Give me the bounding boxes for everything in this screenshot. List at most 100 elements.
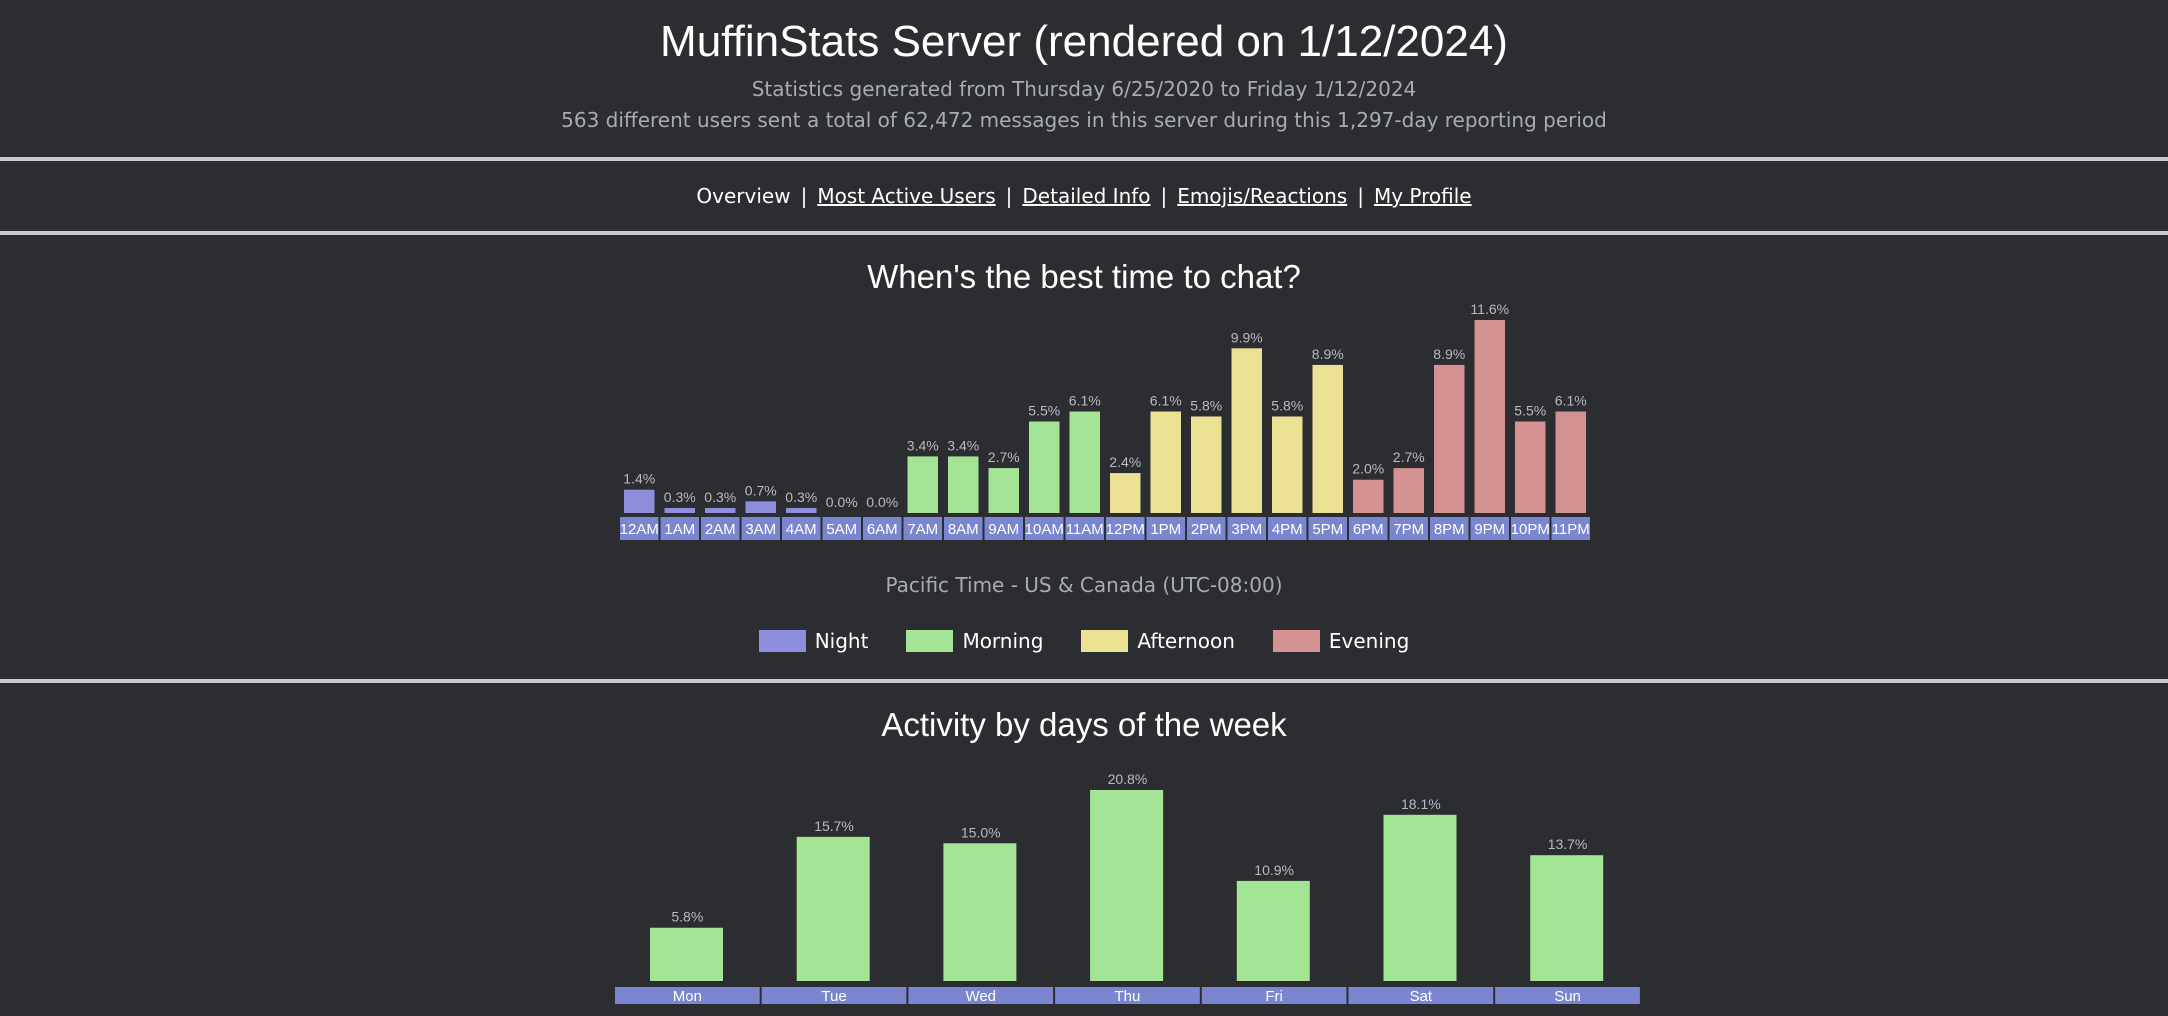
hourly-bar-2pm <box>1191 416 1222 513</box>
weekly-tick-bg <box>615 987 760 1004</box>
section-divider <box>0 679 2168 683</box>
hourly-bar-8pm <box>1434 364 1465 513</box>
hourly-tick-bg <box>1551 517 1590 540</box>
weekly-tick-label: Mon <box>673 988 702 1005</box>
hourly-bar-11am <box>1069 411 1100 513</box>
summary-subtitle: 563 different users sent a total of 62,4… <box>561 108 1607 132</box>
hourly-value-label: 0.0% <box>866 494 898 510</box>
weekly-tick-bg <box>1055 987 1200 1004</box>
hourly-value-label: 8.9% <box>1312 346 1344 362</box>
legend-item-evening: Evening <box>1272 629 1409 653</box>
timezone-label: Pacific Time - US & Canada (UTC-08:00) <box>885 573 1283 597</box>
hourly-value-label: 2.4% <box>1109 454 1141 470</box>
nav-most-active-users[interactable]: Most Active Users <box>817 184 996 208</box>
nav-emojis-reactions[interactable]: Emojis/Reactions <box>1177 184 1348 208</box>
hourly-tick-bg <box>1227 517 1266 540</box>
hourly-tick-label: 12PM <box>1106 521 1145 538</box>
nav-overview[interactable]: Overview <box>696 184 791 208</box>
hourly-tick-bg <box>701 517 740 540</box>
hourly-value-label: 2.7% <box>1393 449 1425 465</box>
hourly-bar-9pm <box>1474 320 1505 513</box>
hourly-bar-5pm <box>1312 364 1343 513</box>
hourly-tick-label: 12AM <box>620 521 659 538</box>
nav-my-profile[interactable]: My Profile <box>1373 184 1472 208</box>
weekly-tick-label: Wed <box>965 988 996 1005</box>
hourly-tick-label: 3PM <box>1231 521 1262 538</box>
hourly-bar-2am <box>705 508 736 513</box>
hourly-value-label: 9.9% <box>1231 329 1263 345</box>
hourly-tick-bg <box>1106 517 1145 540</box>
hourly-tick-bg <box>903 517 942 540</box>
hourly-value-label: 6.1% <box>1069 393 1101 409</box>
hourly-tick-bg <box>1025 517 1064 540</box>
hourly-tick-bg <box>1389 517 1428 540</box>
weekly-value-label: 5.8% <box>671 909 703 925</box>
hourly-bar-3pm <box>1231 348 1262 513</box>
hourly-tick-bg <box>1187 517 1226 540</box>
hourly-value-label: 5.8% <box>1190 398 1222 414</box>
weekly-value-label: 20.8% <box>1108 771 1148 787</box>
weekly-tick-label: Thu <box>1115 988 1141 1005</box>
weekly-tick-bg <box>908 987 1054 1004</box>
hourly-value-label: 8.9% <box>1433 346 1465 362</box>
hourly-tick-bg <box>1470 517 1509 540</box>
hourly-value-label: 5.5% <box>1028 402 1060 418</box>
hourly-chart-title: When's the best time to chat? <box>867 258 1301 295</box>
hourly-value-label: 2.0% <box>1352 461 1384 477</box>
weekly-bar-sun <box>1530 855 1604 981</box>
nav-separator: | <box>1160 184 1168 208</box>
hourly-tick-bg <box>1268 517 1307 540</box>
hourly-bar-11pm <box>1555 411 1586 513</box>
hourly-tick-bg <box>822 517 861 540</box>
nav-detailed-info[interactable]: Detailed Info <box>1022 184 1151 208</box>
hourly-tick-label: 8AM <box>948 521 979 538</box>
hourly-tick-label: 7AM <box>907 521 938 538</box>
weekly-bar-thu <box>1090 790 1164 981</box>
legend-item-afternoon: Afternoon <box>1081 629 1235 653</box>
hourly-tick-bg <box>660 517 699 540</box>
weekly-tick-label: Tue <box>821 988 846 1005</box>
hourly-tick-label: 2PM <box>1191 521 1222 538</box>
hourly-bar-12pm <box>1110 473 1141 513</box>
hourly-tick-label: 4PM <box>1272 521 1303 538</box>
hourly-tick-bg <box>1308 517 1347 540</box>
hourly-tick-label: 3AM <box>745 521 776 538</box>
hourly-tick-bg <box>1146 517 1185 540</box>
hourly-tick-bg <box>620 517 659 540</box>
hourly-tick-bg <box>863 517 902 540</box>
weekly-tick-bg <box>1495 987 1640 1004</box>
hourly-bar-7pm <box>1393 468 1424 513</box>
hourly-bar-10pm <box>1515 421 1546 513</box>
hourly-tick-bg <box>944 517 983 540</box>
hourly-bar-8am <box>948 456 979 513</box>
hourly-value-label: 0.0% <box>826 494 858 510</box>
legend-item-morning: Morning <box>906 629 1043 653</box>
main-nav: Overview | Most Active Users | Detailed Info… <box>0 182 2168 210</box>
weekly-activity-chart: 5.8% Mon 15.7% Tue 15.0% Wed 20.8% Thu 10.9% Fri 1… <box>615 771 1640 1005</box>
hourly-tick-label: 9AM <box>988 521 1019 538</box>
hourly-value-label: 11.6% <box>1470 301 1509 317</box>
hourly-value-label: 6.1% <box>1555 393 1587 409</box>
hourly-value-label: 5.5% <box>1514 402 1546 418</box>
hourly-bar-4pm <box>1272 416 1303 513</box>
hourly-value-label: 3.4% <box>947 437 979 453</box>
legend-label: Morning <box>962 629 1044 653</box>
legend-swatch <box>1272 630 1320 652</box>
weekly-value-label: 13.7% <box>1548 836 1588 852</box>
hourly-tick-bg <box>984 517 1023 540</box>
weekly-value-label: 15.0% <box>961 824 1001 840</box>
hourly-value-label: 0.3% <box>785 489 817 505</box>
hourly-value-label: 5.8% <box>1271 398 1303 414</box>
hourly-bar-6pm <box>1353 479 1384 513</box>
hourly-tick-label: 6PM <box>1353 521 1384 538</box>
weekly-chart-title: Activity by days of the week <box>881 706 1287 743</box>
hourly-tick-bg <box>1430 517 1469 540</box>
weekly-tick-label: Sun <box>1554 988 1581 1005</box>
hourly-tick-label: 4AM <box>786 521 817 538</box>
weekly-value-label: 18.1% <box>1401 796 1441 812</box>
legend-label: Afternoon <box>1137 629 1235 653</box>
weekly-value-label: 10.9% <box>1254 862 1294 878</box>
date-range-subtitle: Statistics generated from Thursday 6/25/… <box>751 77 1417 101</box>
legend-swatch <box>758 630 806 652</box>
nav-separator: | <box>1357 184 1364 208</box>
